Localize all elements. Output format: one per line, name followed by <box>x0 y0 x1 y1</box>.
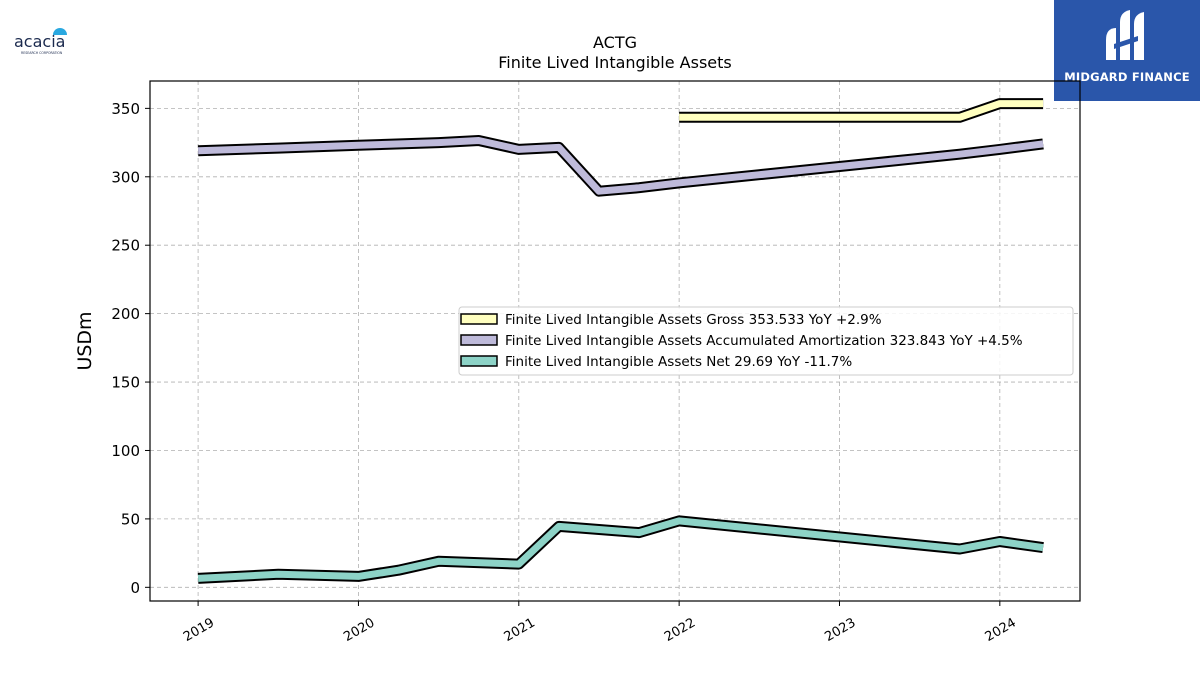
legend-swatch-gross <box>460 313 498 325</box>
y-tick-label: 250 <box>111 237 140 255</box>
acacia-logo-subtext: RESEARCH CORPORATION <box>21 51 63 55</box>
y-tick-label: 350 <box>111 100 140 118</box>
midgard-emblem-icon <box>1106 10 1144 60</box>
legend-swatch-amortization <box>460 334 498 346</box>
y-axis: 0 50 100 150 200 250 300 350 <box>111 100 150 597</box>
chart-title: ACTG <box>593 33 637 52</box>
legend-label-amortization: Finite Lived Intangible Assets Accumulat… <box>505 333 1023 349</box>
y-tick-label: 200 <box>111 305 140 323</box>
midgard-finance-label: MIDGARD FINANCE <box>1064 70 1190 84</box>
x-tick-label: 2021 <box>502 615 538 645</box>
x-tick-label: 2022 <box>662 615 698 645</box>
legend-label-gross: Finite Lived Intangible Assets Gross 353… <box>505 312 882 328</box>
legend-swatch-net <box>460 355 498 367</box>
x-tick-label: 2024 <box>983 615 1019 645</box>
x-tick-label: 2023 <box>822 615 858 645</box>
x-tick-label: 2020 <box>341 615 377 645</box>
legend-label-net: Finite Lived Intangible Assets Net 29.69… <box>505 354 852 370</box>
midgard-finance-logo: MIDGARD FINANCE <box>1054 0 1200 101</box>
acacia-logo: acacia RESEARCH CORPORATION <box>12 26 78 58</box>
y-tick-label: 0 <box>130 579 140 597</box>
legend-box <box>458 306 1074 376</box>
x-tick-label: 2019 <box>181 615 217 645</box>
y-tick-label: 150 <box>111 374 140 392</box>
series-layer <box>197 98 1044 584</box>
series-line-amortization <box>197 137 1044 195</box>
series-line-net <box>197 517 1044 582</box>
y-tick-label: 300 <box>111 168 140 186</box>
y-tick-label: 50 <box>121 510 140 528</box>
y-axis-label: USDm <box>74 311 96 370</box>
acacia-logo-text: acacia <box>14 32 65 51</box>
y-tick-label: 100 <box>111 442 140 460</box>
legend: Finite Lived Intangible Assets Gross 353… <box>458 306 1074 376</box>
series-line-gross <box>679 100 1044 121</box>
x-axis: 2019 2020 2021 2022 2023 2024 <box>181 601 1019 645</box>
plot-frame <box>149 80 1081 602</box>
chart-subtitle: Finite Lived Intangible Assets <box>498 53 731 72</box>
